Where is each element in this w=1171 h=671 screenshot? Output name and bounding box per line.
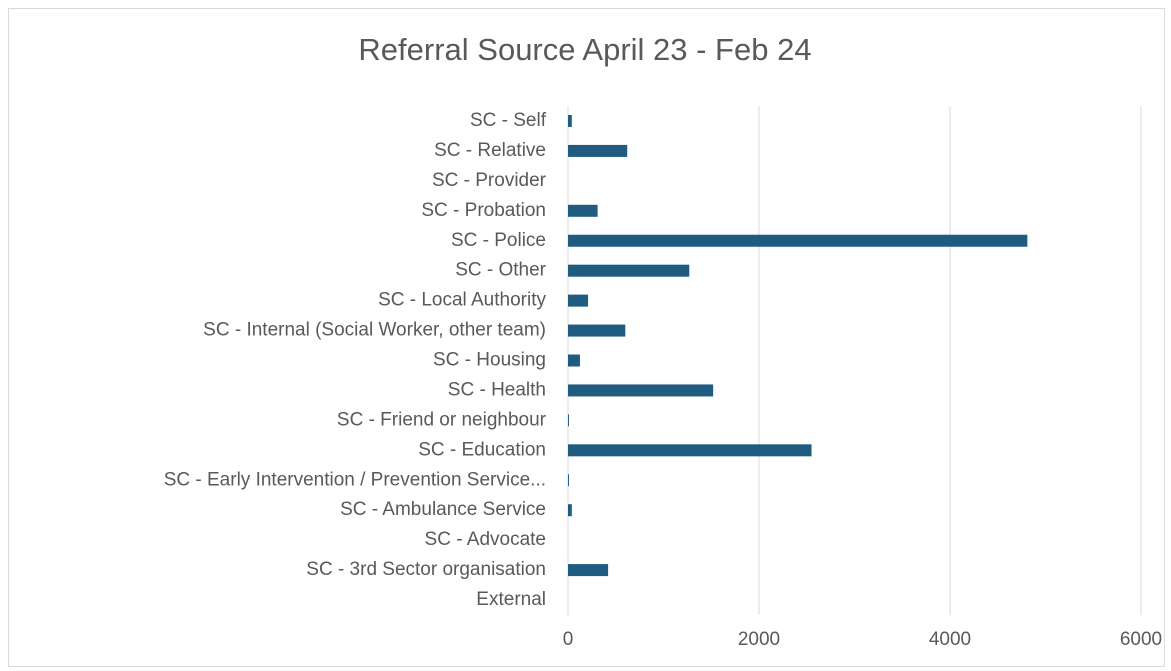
bar	[568, 564, 609, 577]
x-tick-label: 2000	[738, 629, 780, 650]
x-tick-label: 0	[563, 629, 574, 650]
chart-title: Referral Source April 23 - Feb 24	[358, 32, 811, 67]
y-tick-label: SC - Friend or neighbour	[337, 409, 547, 430]
y-tick-label: SC - Ambulance Service	[340, 499, 546, 520]
chart-frame	[8, 8, 1165, 667]
bar	[568, 114, 572, 127]
y-tick-label: SC - Provider	[432, 170, 547, 191]
bar	[568, 474, 569, 487]
bar	[568, 444, 812, 457]
y-tick-label: External	[476, 589, 546, 610]
x-tick-label: 6000	[1120, 629, 1162, 650]
y-tick-label: SC - 3rd Sector organisation	[306, 559, 546, 580]
y-tick-label: SC - Internal (Social Worker, other team…	[203, 320, 546, 341]
bar	[568, 354, 580, 367]
y-tick-label: SC - Local Authority	[378, 290, 546, 311]
bar	[568, 384, 714, 397]
y-tick-label: SC - Advocate	[425, 529, 546, 550]
y-tick-label: SC - Relative	[434, 140, 546, 161]
y-tick-label: SC - Education	[418, 439, 546, 460]
bar	[568, 504, 572, 517]
bar	[568, 234, 1028, 247]
bar	[568, 264, 690, 277]
y-tick-label: SC - Probation	[421, 200, 546, 221]
y-tick-label: SC - Housing	[433, 350, 546, 371]
bar	[568, 294, 589, 307]
bar	[568, 144, 628, 157]
y-tick-label: SC - Police	[451, 230, 546, 251]
y-tick-label: SC - Health	[448, 379, 546, 400]
bar	[568, 324, 626, 337]
bar	[568, 204, 598, 217]
y-tick-label: SC - Self	[470, 110, 547, 131]
bar	[568, 414, 569, 427]
y-tick-label: SC - Other	[455, 260, 546, 281]
y-tick-label: SC - Early Intervention / Prevention Ser…	[164, 469, 546, 490]
x-tick-label: 4000	[929, 629, 971, 650]
